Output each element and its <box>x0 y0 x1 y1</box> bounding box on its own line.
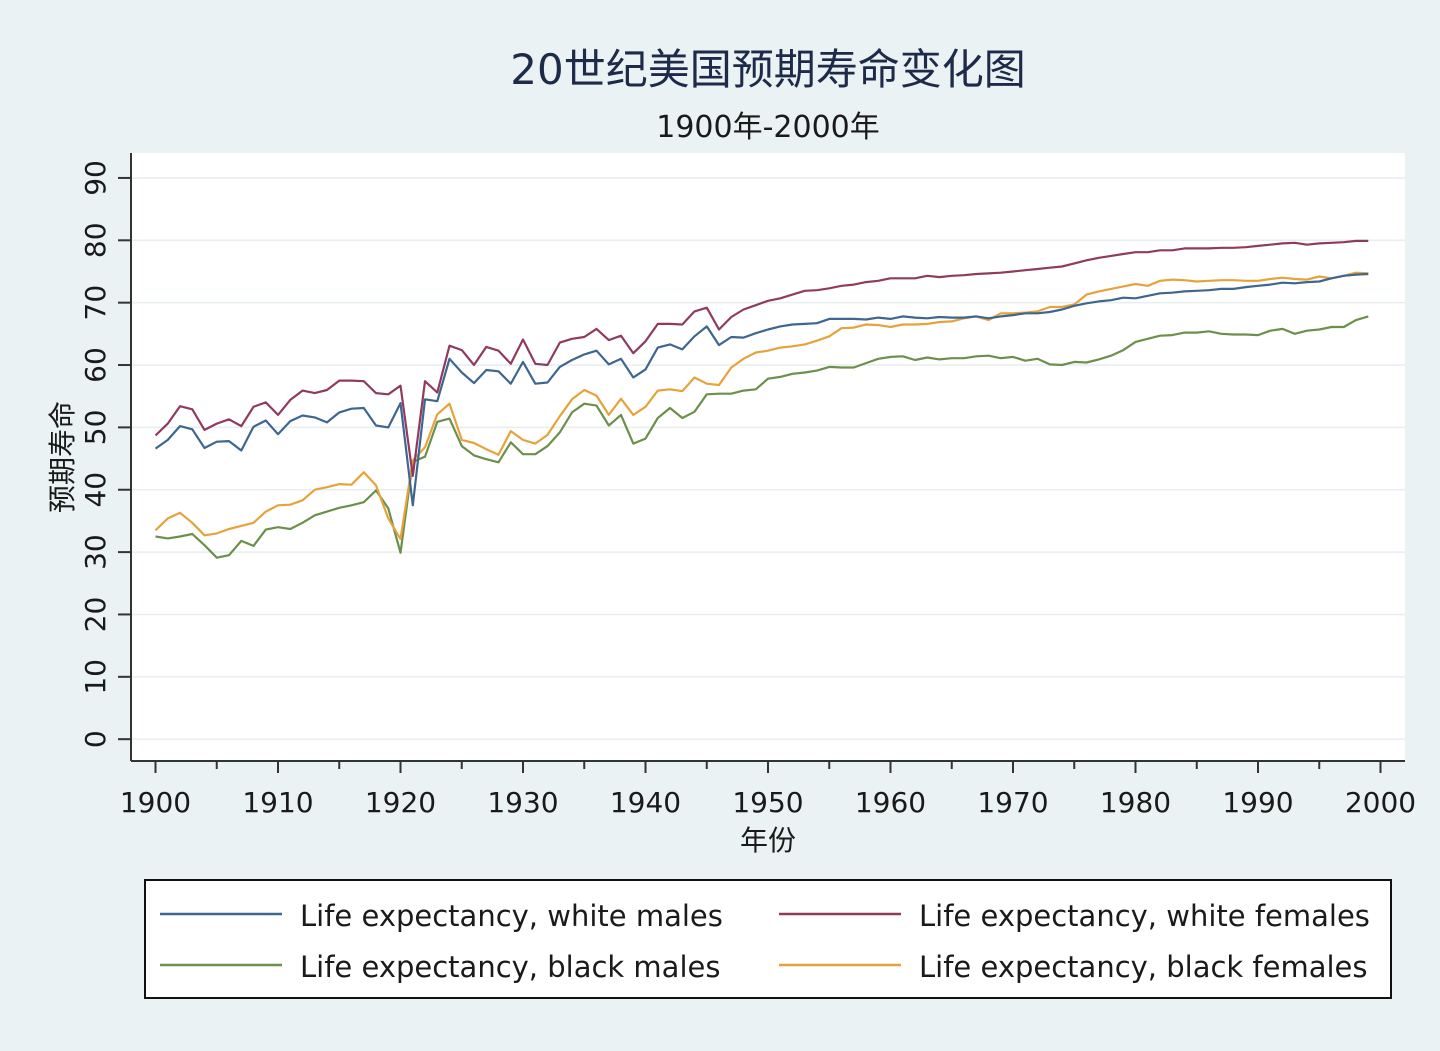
x-axis-label: 年份 <box>740 824 796 857</box>
y-axis-label: 预期寿命 <box>46 401 79 513</box>
y-tick-label-0: 0 <box>79 730 112 748</box>
legend-label-life-expectancy-white-males: Life expectancy, white males <box>300 899 723 933</box>
legend-label-life-expectancy-black-males: Life expectancy, black males <box>300 950 720 984</box>
plot-background <box>131 153 1405 761</box>
x-axis-ticks: 1900 1910 1920 1930 1940 1950 1960 1970 1980 1990… <box>120 761 1416 819</box>
x-tick-label-1920: 1920 <box>365 786 436 819</box>
x-tick-label-1900: 1900 <box>120 786 191 819</box>
x-tick-label-1970: 1970 <box>977 786 1048 819</box>
y-tick-label-20: 20 <box>79 597 112 633</box>
x-tick-label-1960: 1960 <box>855 786 926 819</box>
series-lines <box>154 239 1369 559</box>
series-line-life-expectancy-black-females <box>154 271 1369 541</box>
legend-box <box>144 879 1392 999</box>
x-tick-label-1980: 1980 <box>1100 786 1171 819</box>
chart-title: 20世纪美国预期寿命变化图 <box>510 45 1025 94</box>
series-line-life-expectancy-white-females <box>154 239 1369 478</box>
legend-entries: Life expectancy, white males Life expecta… <box>160 899 1370 984</box>
x-tick-label-1940: 1940 <box>610 786 681 819</box>
x-tick-label-1950: 1950 <box>732 786 803 819</box>
x-tick-label-2000: 2000 <box>1345 786 1416 819</box>
y-tick-label-40: 40 <box>79 472 112 508</box>
legend: Life expectancy, white males Life expecta… <box>144 879 1392 999</box>
x-tick-label-1910: 1910 <box>242 786 313 819</box>
chart-subtitle: 1900年-2000年 <box>656 110 880 145</box>
y-tick-label-10: 10 <box>79 659 112 695</box>
series-line-life-expectancy-black-males <box>155 315 1369 559</box>
y-tick-label-50: 50 <box>79 410 112 446</box>
y-axis-ticks: 0 10 20 30 40 50 60 70 80 90 <box>79 160 131 748</box>
legend-label-life-expectancy-white-females: Life expectancy, white females <box>919 899 1370 933</box>
legend-label-life-expectancy-black-females: Life expectancy, black females <box>919 950 1368 984</box>
y-tick-label-90: 90 <box>79 160 112 196</box>
y-tick-label-80: 80 <box>79 222 112 258</box>
x-tick-label-1990: 1990 <box>1222 786 1293 819</box>
y-tick-label-60: 60 <box>79 347 112 383</box>
x-tick-label-1930: 1930 <box>487 786 558 819</box>
y-tick-label-70: 70 <box>79 285 112 321</box>
y-tick-label-30: 30 <box>79 534 112 570</box>
series-line-life-expectancy-white-males <box>154 272 1369 507</box>
gridlines <box>131 177 1405 740</box>
